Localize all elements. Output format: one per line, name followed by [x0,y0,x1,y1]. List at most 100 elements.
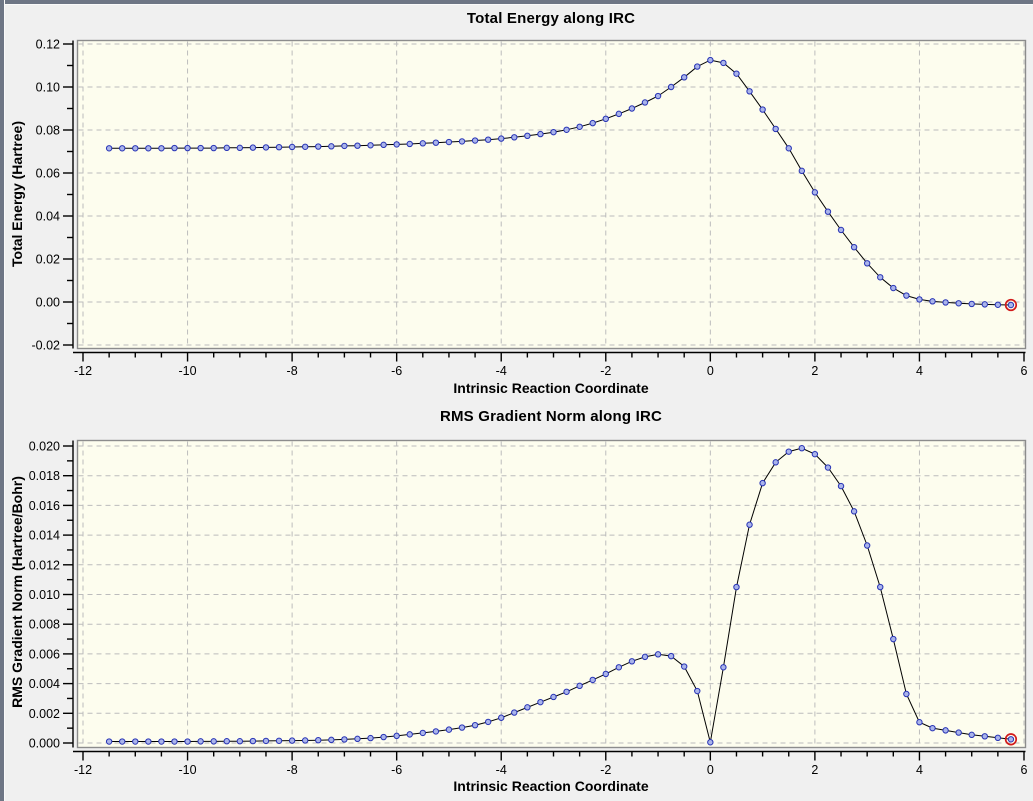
data-point[interactable] [916,719,923,726]
data-point[interactable] [132,738,139,745]
data-point[interactable] [589,119,596,127]
data-point[interactable] [158,738,165,745]
data-point[interactable] [432,139,440,146]
data-point[interactable] [210,738,217,745]
data-point[interactable] [798,445,806,452]
data-point[interactable] [171,738,178,745]
highlighted-last-point-ring[interactable] [1004,733,1018,746]
data-point[interactable] [354,735,361,743]
data-point[interactable] [1007,736,1015,743]
data-point[interactable] [903,292,910,299]
data-point[interactable] [537,130,544,138]
data-point[interactable] [197,738,204,745]
data-point[interactable] [223,738,230,745]
data-point[interactable] [132,145,139,152]
data-point[interactable] [798,167,806,175]
data-point[interactable] [877,274,884,281]
data-point[interactable] [680,74,688,81]
data-point[interactable] [667,652,675,660]
data-point[interactable] [354,142,361,149]
data-point[interactable] [458,724,466,731]
data-point[interactable] [380,141,387,149]
data-point[interactable] [288,143,296,151]
data-point[interactable] [563,126,570,133]
data-point[interactable] [746,521,753,528]
data-point[interactable] [785,448,792,455]
data-point[interactable] [628,658,636,665]
data-point[interactable] [694,63,701,70]
data-point[interactable] [393,732,400,740]
data-point[interactable] [471,137,479,144]
data-point[interactable] [602,670,609,678]
data-point[interactable] [301,737,309,744]
data-point[interactable] [328,736,335,744]
data-point[interactable] [341,736,348,743]
data-point[interactable] [171,144,178,152]
data-point[interactable] [498,714,505,721]
data-point[interactable] [406,731,413,738]
data-point[interactable] [824,464,832,471]
data-point[interactable] [275,737,283,744]
data-point[interactable] [380,733,387,741]
data-point[interactable] [863,542,871,549]
data-point[interactable] [641,653,649,661]
data-point[interactable] [184,144,191,152]
data-point[interactable] [628,105,636,112]
data-point[interactable] [824,208,832,215]
data-point[interactable] [837,226,845,234]
data-point[interactable] [367,142,374,149]
data-point[interactable] [955,300,962,307]
data-point[interactable] [484,718,492,726]
data-point[interactable] [484,136,492,143]
data-point[interactable] [524,132,531,140]
data-point[interactable] [145,145,152,152]
data-point[interactable] [955,729,962,736]
data-point[interactable] [890,635,897,643]
data-point[interactable] [994,301,1002,308]
data-point[interactable] [916,296,923,303]
data-point[interactable] [694,687,701,695]
data-point[interactable] [981,733,988,740]
data-point[interactable] [432,728,440,735]
data-point[interactable] [602,115,609,123]
data-point[interactable] [236,144,244,152]
data-point[interactable] [654,92,662,100]
data-point[interactable] [105,145,113,152]
data-point[interactable] [471,721,479,729]
data-point[interactable] [158,145,165,152]
data-point[interactable] [511,709,518,716]
data-point[interactable] [537,698,544,706]
data-point[interactable] [850,243,858,251]
data-point[interactable] [863,260,871,267]
data-point[interactable] [707,739,714,746]
data-point[interactable] [341,142,348,150]
data-point[interactable] [406,140,413,148]
data-point[interactable] [942,727,949,734]
data-point[interactable] [119,145,126,152]
data-point[interactable] [837,482,845,490]
data-point[interactable] [301,143,309,150]
data-point[interactable] [315,736,322,744]
data-point[interactable] [589,676,596,684]
data-point[interactable] [315,143,322,150]
data-point[interactable] [759,106,766,113]
data-point[interactable] [367,734,374,742]
data-point[interactable] [746,88,753,95]
data-point[interactable] [772,125,779,133]
data-point[interactable] [903,690,910,698]
data-point[interactable] [223,144,230,152]
data-point[interactable] [550,128,557,136]
data-point[interactable] [811,450,819,458]
data-point[interactable] [707,56,714,64]
data-point[interactable] [576,682,583,690]
data-point[interactable] [615,664,623,671]
data-point[interactable] [720,664,727,671]
data-point[interactable] [524,704,531,711]
data-point[interactable] [942,299,949,306]
data-point[interactable] [968,300,975,308]
data-point[interactable] [184,738,191,745]
data-point[interactable] [498,135,505,142]
data-point[interactable] [850,508,858,515]
data-point[interactable] [576,123,583,130]
data-point[interactable] [262,737,270,745]
